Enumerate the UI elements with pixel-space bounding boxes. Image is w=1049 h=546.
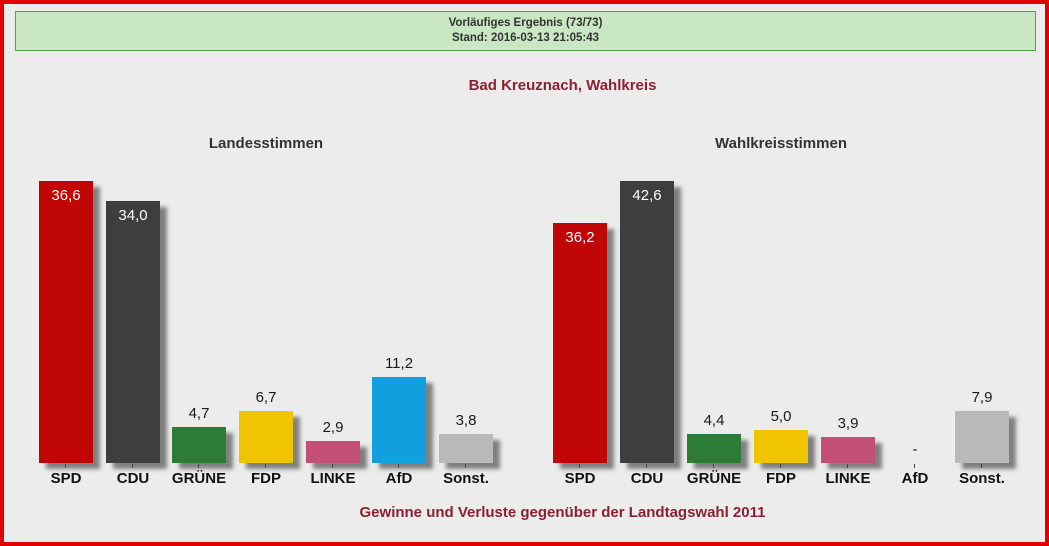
axis-tick [981,464,982,468]
chart-landesstimmen: Landesstimmen 36,6 SPD 34,0 CDU 4,7 GRÜNE 6,7 F… [39,135,493,495]
axis-tick [465,464,466,468]
axis-tick [398,464,399,468]
category-label-fdp: FDP [251,470,281,487]
value-label-afd: - [912,441,918,458]
category-label-cdu: CDU [116,470,150,487]
banner-status-line: Vorläufiges Ergebnis (73/73) [448,17,603,29]
value-label-spd: 36,2 [565,229,595,246]
axis-tick [65,464,66,468]
chart-title-landesstimmen: Landesstimmen [208,135,324,152]
category-label-sonst: Sonst. [959,470,1005,487]
bar-cdu [620,181,674,463]
category-label-fdp: FDP [766,470,796,487]
chart-wahlkreisstimmen: Wahlkreisstimmen 36,2 SPD 42,6 CDU 4,4 GRÜNE 5… [553,135,1009,495]
value-label-grne: 4,4 [703,412,725,429]
results-status-banner: Vorläufiges Ergebnis (73/73) Stand: 2016… [15,11,1036,51]
bar-fdp [239,411,293,463]
value-label-cdu: 42,6 [632,187,662,204]
category-label-afd: AfD [385,470,413,487]
page-title: Bad Kreuznach, Wahlkreis [468,77,657,94]
bar-sonst [955,411,1009,463]
chart-title-wahlkreisstimmen: Wahlkreisstimmen [715,135,847,152]
axis-tick [847,464,848,468]
category-label-grne: GRÜNE [686,470,742,487]
category-label-linke: LINKE [825,470,871,487]
category-label-cdu: CDU [630,470,664,487]
category-label-linke: LINKE [310,470,356,487]
category-label-sonst: Sonst. [443,470,489,487]
bar-cdu [106,201,160,463]
axis-tick [914,464,915,468]
value-label-spd: 36,6 [51,187,81,204]
value-label-grne: 4,7 [188,405,210,422]
category-label-afd: AfD [901,470,929,487]
category-label-spd: SPD [564,470,596,487]
axis-tick [713,464,714,468]
bar-spd [39,181,93,463]
axis-tick [332,464,333,468]
bar-linke [821,437,875,463]
value-label-fdp: 5,0 [770,408,792,425]
value-label-fdp: 6,7 [255,389,277,406]
bar-linke [306,441,360,463]
axis-tick [265,464,266,468]
bar-spd [553,223,607,463]
value-label-afd: 11,2 [384,355,414,372]
bar-grne [172,427,226,463]
value-label-sonst: 7,9 [971,389,993,406]
bar-sonst [439,434,493,463]
axis-tick [132,464,133,468]
axis-tick [646,464,647,468]
banner-timestamp-line: Stand: 2016-03-13 21:05:43 [451,32,600,44]
value-label-cdu: 34,0 [118,207,148,224]
axis-tick [780,464,781,468]
footer-title: Gewinne und Verluste gegenüber der Landt… [359,504,766,521]
category-label-spd: SPD [50,470,82,487]
value-label-linke: 3,9 [837,415,859,432]
value-label-sonst: 3,8 [455,412,477,429]
category-label-grne: GRÜNE [171,470,227,487]
axis-tick [579,464,580,468]
bar-fdp [754,430,808,463]
axis-tick [198,464,199,468]
value-label-linke: 2,9 [322,419,344,436]
bar-afd [372,377,426,463]
bar-grne [687,434,741,463]
